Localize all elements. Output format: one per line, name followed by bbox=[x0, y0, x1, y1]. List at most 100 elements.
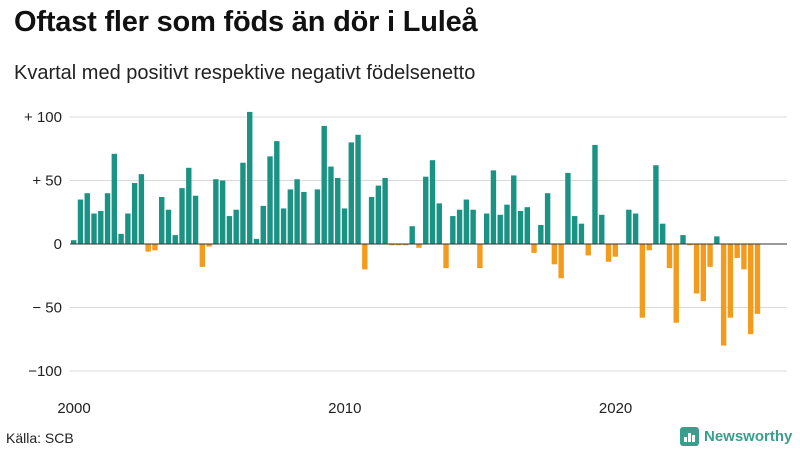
bar-positive bbox=[294, 179, 300, 244]
bar-negative bbox=[734, 244, 740, 258]
bar-positive bbox=[159, 197, 165, 244]
bar-negative bbox=[646, 244, 652, 251]
bar-positive bbox=[632, 213, 639, 244]
bar-negative bbox=[754, 244, 761, 314]
bar-negative bbox=[748, 244, 754, 335]
bar-positive bbox=[131, 183, 138, 244]
bar-positive bbox=[456, 209, 463, 244]
bar-positive bbox=[186, 167, 192, 244]
bar-positive bbox=[172, 235, 178, 244]
bar-positive bbox=[253, 238, 260, 244]
bar-negative bbox=[693, 244, 700, 294]
bar-positive bbox=[429, 160, 436, 244]
bar-positive bbox=[348, 142, 354, 244]
bar-positive bbox=[538, 224, 544, 244]
bar-negative bbox=[531, 244, 537, 253]
bar-positive bbox=[71, 240, 77, 244]
bar-positive bbox=[592, 144, 598, 244]
bar-positive bbox=[240, 162, 246, 244]
bar-positive bbox=[314, 189, 321, 244]
bar-positive bbox=[436, 203, 442, 244]
bar-positive bbox=[280, 208, 287, 244]
bar-positive bbox=[490, 170, 497, 244]
brand-name: Newsworthy bbox=[704, 428, 793, 445]
bar-positive bbox=[104, 193, 111, 244]
bar-negative bbox=[687, 244, 693, 246]
bar-positive bbox=[165, 209, 172, 244]
bar-positive bbox=[247, 111, 253, 244]
bar-positive bbox=[341, 208, 348, 244]
bar-negative bbox=[206, 244, 212, 247]
bar-positive bbox=[355, 134, 361, 244]
bar-negative bbox=[362, 244, 368, 270]
bar-positive bbox=[524, 207, 530, 244]
bar-positive bbox=[497, 214, 503, 244]
bar-negative bbox=[402, 244, 409, 246]
bar-positive bbox=[470, 209, 476, 244]
chart-title: Oftast fler som föds än dör i Luleå bbox=[14, 6, 478, 38]
bar-negative bbox=[152, 244, 158, 251]
bar-positive bbox=[565, 172, 571, 244]
bar-positive bbox=[125, 213, 131, 244]
bar-positive bbox=[233, 209, 239, 244]
bar-positive bbox=[599, 214, 605, 244]
bar-positive bbox=[219, 180, 226, 244]
bar-negative bbox=[700, 244, 707, 302]
y-tick-label: + 100 bbox=[24, 109, 62, 126]
bar-positive bbox=[226, 216, 233, 244]
bar-positive bbox=[77, 199, 84, 244]
bar-positive bbox=[409, 226, 415, 244]
bar-positive bbox=[544, 193, 551, 244]
bar-positive bbox=[463, 199, 470, 244]
y-tick-label: − 50 bbox=[32, 300, 62, 317]
bar-negative bbox=[707, 244, 713, 267]
bar-positive bbox=[328, 166, 334, 244]
bar-negative bbox=[551, 244, 558, 265]
bar-negative bbox=[199, 244, 206, 267]
bar-positive bbox=[192, 195, 199, 244]
chart-subtitle: Kvartal med positivt respektive negativt… bbox=[14, 62, 476, 84]
y-tick-label: + 50 bbox=[32, 173, 62, 190]
bar-positive bbox=[335, 177, 341, 244]
bar-negative bbox=[443, 244, 449, 269]
bar-negative bbox=[673, 244, 679, 323]
bar-positive bbox=[423, 176, 429, 244]
y-tick-label: −100 bbox=[28, 363, 62, 380]
bar-negative bbox=[612, 244, 618, 257]
y-tick-label: 0 bbox=[54, 236, 62, 253]
bar-positive bbox=[517, 210, 524, 244]
bar-negative bbox=[558, 244, 564, 279]
bar-positive bbox=[571, 216, 578, 244]
bar-chart: + 100 + 50 0 − 50 −100 2000 2010 2020 bbox=[24, 109, 787, 417]
bar-negative bbox=[145, 244, 151, 252]
bar-negative bbox=[477, 244, 483, 269]
bar-positive bbox=[659, 223, 666, 244]
bar-negative bbox=[389, 244, 395, 246]
source-note: Källa: SCB bbox=[6, 430, 74, 446]
x-tick-label: 2010 bbox=[328, 400, 361, 417]
newsworthy-logo: Newsworthy bbox=[680, 427, 792, 446]
bar-positive bbox=[578, 223, 585, 244]
bar-positive bbox=[111, 153, 118, 244]
bar-positive bbox=[267, 156, 273, 244]
bar-negative bbox=[395, 244, 402, 246]
bar-positive bbox=[98, 210, 104, 244]
bar-positive bbox=[483, 213, 490, 244]
bar-positive bbox=[260, 205, 266, 244]
bar-negative bbox=[605, 244, 612, 262]
bar-positive bbox=[84, 193, 90, 244]
x-tick-label: 2000 bbox=[57, 400, 90, 417]
bar-positive bbox=[382, 177, 388, 244]
bar-positive bbox=[213, 179, 219, 244]
bar-positive bbox=[287, 189, 294, 244]
bar-positive bbox=[321, 125, 327, 244]
bar-positive bbox=[680, 235, 686, 244]
bar-positive bbox=[511, 175, 517, 244]
bar-positive bbox=[138, 174, 145, 244]
bar-positive bbox=[450, 216, 456, 244]
bar-negative bbox=[666, 244, 673, 269]
bar-negative bbox=[585, 244, 591, 256]
bar-positive bbox=[91, 213, 97, 244]
bar-negative bbox=[639, 244, 646, 318]
bar-negative bbox=[741, 244, 747, 270]
